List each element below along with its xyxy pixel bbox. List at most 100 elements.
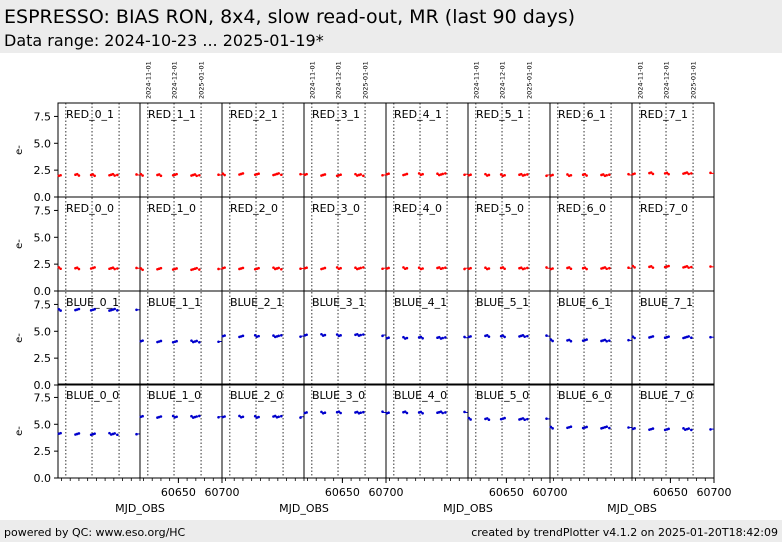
y-tick-label: 2.5	[34, 445, 52, 458]
data-point	[633, 172, 636, 175]
panel-frame	[631, 383, 715, 479]
data-point	[444, 172, 447, 175]
data-point	[113, 307, 117, 311]
panel-label: RED_3_0	[312, 202, 360, 215]
data-point	[198, 268, 201, 271]
panel-label: RED_3_1	[312, 108, 360, 121]
x-axis-label: MJD_OBS	[279, 502, 329, 515]
panel-label: RED_4_1	[394, 108, 442, 121]
panel-label: BLUE_7_1	[640, 296, 693, 309]
data-point	[551, 267, 554, 270]
panel-label: BLUE_1_1	[148, 296, 201, 309]
data-point	[523, 267, 527, 270]
data-point	[585, 267, 588, 271]
y-tick-label: 7.5	[34, 110, 52, 123]
x-tick-label: 60700	[533, 486, 568, 499]
data-point	[198, 173, 201, 177]
panel-label: RED_6_1	[558, 108, 606, 121]
date-marker-label: 2025-01-01	[526, 61, 534, 99]
data-point	[280, 173, 283, 177]
x-tick-label: 60700	[369, 486, 404, 499]
data-point	[469, 335, 472, 338]
data-point	[223, 415, 226, 418]
y-tick-label: 0.0	[34, 379, 52, 392]
data-point	[444, 266, 447, 269]
data-point	[305, 172, 308, 176]
data-point	[551, 173, 554, 177]
chart-grid: 2024-11-01 2024-12-01 2025-01-01 2024-11-01…	[14, 61, 732, 515]
data-point	[175, 339, 178, 343]
data-point	[93, 432, 96, 435]
panel-label: BLUE_0_0	[66, 389, 119, 402]
data-point	[523, 173, 527, 177]
data-point	[277, 266, 281, 270]
data-point	[585, 338, 588, 341]
data-point	[569, 339, 573, 343]
data-point	[487, 335, 491, 338]
panel-label: BLUE_5_1	[476, 296, 529, 309]
date-marker-label: 2024-12-01	[171, 61, 179, 99]
data-point	[523, 335, 527, 338]
data-point	[141, 414, 144, 418]
data-point	[651, 172, 655, 176]
data-point	[487, 173, 491, 177]
data-point	[59, 309, 62, 312]
panel-label: BLUE_3_0	[312, 389, 365, 402]
data-point	[93, 307, 96, 311]
data-point	[405, 172, 409, 176]
data-point	[339, 334, 342, 337]
data-point	[195, 415, 199, 418]
data-point	[503, 173, 506, 177]
data-point	[421, 336, 424, 340]
data-point	[339, 173, 342, 177]
data-point	[359, 411, 363, 415]
data-point	[362, 174, 365, 178]
data-point	[241, 172, 245, 175]
data-point	[526, 173, 529, 176]
data-point	[441, 266, 445, 270]
panel-label: BLUE_0_1	[66, 296, 119, 309]
data-point	[526, 417, 529, 421]
data-point	[690, 172, 693, 175]
data-point	[277, 334, 281, 338]
data-point	[633, 427, 636, 430]
page-title: ESPRESSO: BIAS RON, 8x4, slow read-out, …	[4, 6, 576, 28]
date-marker-label: 2024-12-01	[499, 61, 507, 99]
panel-label: RED_1_0	[148, 202, 196, 215]
data-point	[487, 418, 491, 422]
date-marker-label: 2025-01-01	[362, 61, 370, 99]
panel-label: BLUE_2_1	[230, 296, 283, 309]
data-point	[667, 427, 670, 431]
data-point	[198, 340, 201, 344]
data-point	[305, 411, 308, 414]
data-point	[257, 415, 260, 419]
y-tick-label: 5.0	[34, 137, 52, 150]
data-point	[585, 425, 588, 429]
data-point	[223, 173, 226, 177]
y-tick-label: 0.0	[34, 191, 52, 204]
data-point	[339, 266, 342, 270]
x-tick-label: 60700	[697, 486, 732, 499]
data-point	[387, 336, 390, 340]
data-point	[362, 333, 365, 336]
data-point	[280, 267, 283, 271]
data-point	[116, 433, 119, 437]
y-tick-label: 0.0	[34, 285, 52, 298]
data-point	[223, 334, 226, 337]
data-point	[569, 173, 573, 177]
panel-label: RED_5_1	[476, 108, 524, 121]
data-point	[195, 266, 199, 270]
x-axis-label: MJD_OBS	[607, 502, 657, 515]
data-point	[608, 339, 611, 342]
data-point	[667, 264, 670, 268]
data-point	[241, 334, 245, 338]
data-point	[605, 173, 609, 177]
data-point	[651, 427, 655, 430]
data-point	[141, 339, 144, 342]
y-tick-label: 7.5	[34, 204, 52, 217]
data-point	[441, 172, 445, 176]
date-marker-label: 2024-11-01	[636, 61, 644, 99]
data-point	[223, 266, 226, 269]
data-point	[359, 266, 363, 270]
data-point	[113, 432, 117, 435]
